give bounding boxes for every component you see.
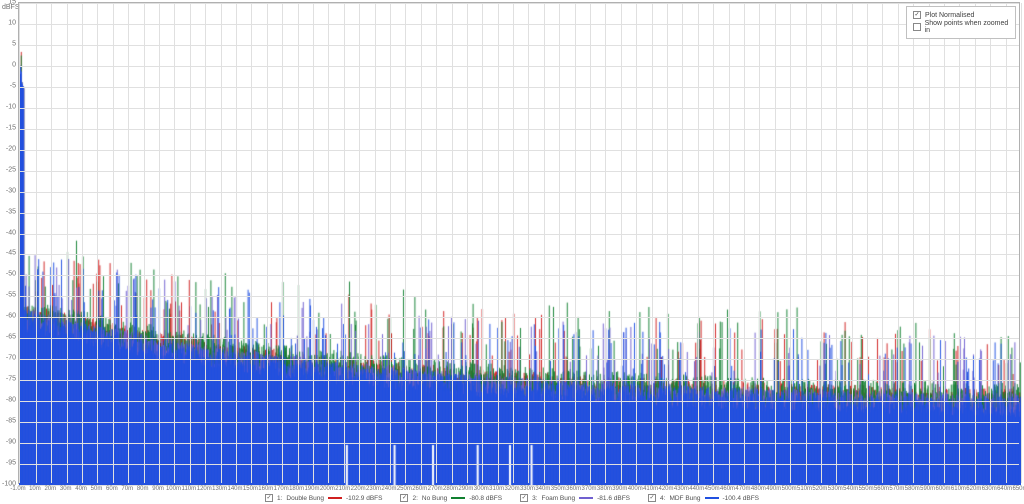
legend-chk-3[interactable]: ✓ <box>520 494 528 502</box>
y-tick-label: -95 <box>0 460 16 467</box>
legend-id-2: 2: <box>412 495 417 502</box>
y-tick-label: -20 <box>0 145 16 152</box>
label-plot-normalised: Plot Normalised <box>925 12 974 19</box>
y-tick-label: -5 <box>0 82 16 89</box>
options-panel: ✓ Plot Normalised Show points when zoome… <box>906 6 1016 39</box>
legend-swatch-2 <box>451 497 465 499</box>
y-tick-label: -85 <box>0 418 16 425</box>
y-tick-label: -60 <box>0 313 16 320</box>
y-tick-label: 0 <box>0 61 16 68</box>
legend-series-3[interactable]: ✓ 3: Foam Bung -81.6 dBFS <box>520 494 630 502</box>
impulse-canvas <box>19 3 1021 485</box>
y-tick-label: -55 <box>0 292 16 299</box>
legend-id-1: 1: <box>277 495 282 502</box>
y-tick-label: -10 <box>0 103 16 110</box>
y-tick-label: -30 <box>0 187 16 194</box>
legend-db-3: -81.6 dBFS <box>597 495 630 502</box>
y-tick-label: 5 <box>0 40 16 47</box>
legend-chk-2[interactable]: ✓ <box>400 494 408 502</box>
y-tick-label: -70 <box>0 355 16 362</box>
label-show-points: Show points when zoomed in <box>925 20 1009 34</box>
legend-id-3: 3: <box>532 495 537 502</box>
legend-series-4[interactable]: ✓ 4: MDF Bung -100.4 dBFS <box>648 494 759 502</box>
y-tick-label: -45 <box>0 250 16 257</box>
y-tick-label: -50 <box>0 271 16 278</box>
y-tick-label: -65 <box>0 334 16 341</box>
legend-db-2: -80.8 dBFS <box>469 495 502 502</box>
y-tick-label: 15 <box>0 0 16 6</box>
legend-chk-4[interactable]: ✓ <box>648 494 656 502</box>
legend-series-1[interactable]: ✓ 1: Double Bung -102.9 dBFS <box>265 494 383 502</box>
legend-db-1: -102.9 dBFS <box>346 495 383 502</box>
chart-plot-area <box>18 2 1020 484</box>
y-tick-label: -15 <box>0 124 16 131</box>
y-tick-label: -25 <box>0 166 16 173</box>
legend-swatch-1 <box>328 497 342 499</box>
legend-name-4: MDF Bung <box>669 495 700 502</box>
legend-name-2: No Bung <box>422 495 447 502</box>
y-tick-label: -80 <box>0 397 16 404</box>
legend-name-3: Foam Bung <box>542 495 576 502</box>
checkbox-show-points[interactable] <box>913 23 921 31</box>
legend-swatch-3 <box>579 497 593 499</box>
legend-name-1: Double Bung <box>286 495 324 502</box>
option-plot-normalised[interactable]: ✓ Plot Normalised <box>913 11 1009 19</box>
y-tick-label: -40 <box>0 229 16 236</box>
legend-db-4: -100.4 dBFS <box>723 495 760 502</box>
legend-swatch-4 <box>705 497 719 499</box>
y-tick-label: 10 <box>0 19 16 26</box>
checkbox-plot-normalised[interactable]: ✓ <box>913 11 921 19</box>
y-tick-label: -35 <box>0 208 16 215</box>
y-tick-label: -75 <box>0 376 16 383</box>
legend-id-4: 4: <box>660 495 665 502</box>
legend-series-2[interactable]: ✓ 2: No Bung -80.8 dBFS <box>400 494 502 502</box>
option-show-points[interactable]: Show points when zoomed in <box>913 20 1009 34</box>
y-tick-label: -90 <box>0 439 16 446</box>
series-legend: ✓ 1: Double Bung -102.9 dBFS ✓ 2: No Bun… <box>0 492 1024 504</box>
legend-chk-1[interactable]: ✓ <box>265 494 273 502</box>
